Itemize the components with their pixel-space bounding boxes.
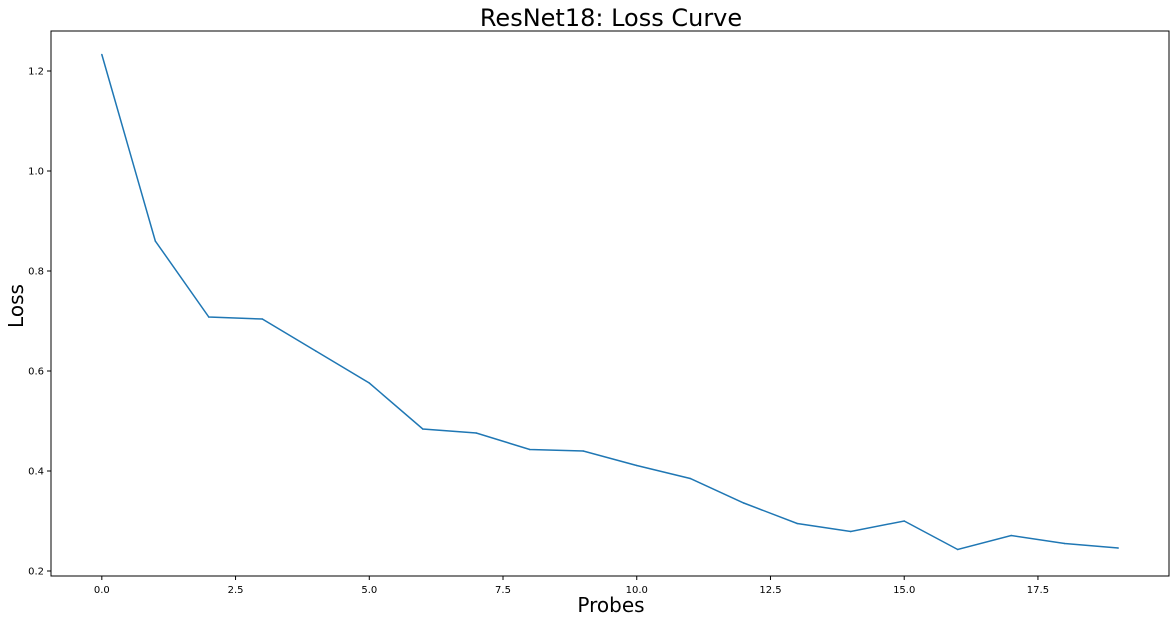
data-point [422,428,424,430]
x-tick-label: 0.0 [94,585,110,596]
data-point [154,240,157,242]
x-tick-label: 5.0 [361,585,377,596]
x-tick-label: 10.0 [626,585,648,596]
data-point [582,450,585,452]
data-point [956,548,959,551]
data-point [368,382,371,384]
data-point [475,432,478,434]
x-tick-label: 15.0 [893,585,915,596]
data-point [1010,534,1012,537]
data-point [208,316,210,318]
x-tick-label: 7.5 [495,585,511,596]
y-tick-label: 0.6 [28,367,44,378]
x-tick-label: 2.5 [228,585,244,596]
y-tick-label: 1.2 [28,67,44,78]
y-tick-label: 0.4 [28,467,44,478]
x-axis-title: Probes [577,593,644,617]
data-point [261,318,264,320]
data-point [1063,542,1066,545]
data-point [849,530,852,533]
data-point [315,350,317,352]
data-point [689,477,691,480]
x-axis-ticks: 0.0 2.5 5.0 7.5 10.0 12.5 15.0 17.5 [94,576,1049,596]
y-tick-label: 0.2 [28,567,44,578]
y-axis-ticks: 0.2 0.4 0.6 0.8 1.0 1.2 [28,67,51,578]
x-tick-label: 12.5 [759,585,781,596]
y-axis-title: Loss [4,284,28,328]
y-tick-label: 0.8 [28,267,44,278]
data-point [635,464,638,467]
x-tick-label: 17.5 [1027,585,1049,596]
y-tick-label: 1.0 [28,167,44,178]
plot-frame [50,30,1170,577]
loss-series-line [101,54,1119,551]
data-point [1117,547,1119,549]
data-point [529,448,531,451]
data-point [796,522,798,525]
loss-series-points [101,53,1119,551]
data-point [101,53,103,56]
data-point [742,502,745,504]
data-point [903,520,905,522]
chart-title: ResNet18: Loss Curve [480,4,742,32]
